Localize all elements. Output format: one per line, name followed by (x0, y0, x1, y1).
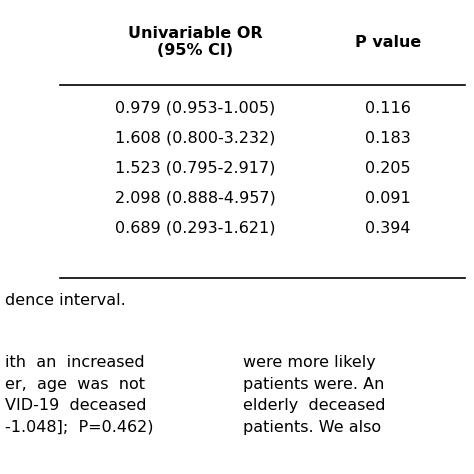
Text: Univariable OR
(95% CI): Univariable OR (95% CI) (128, 26, 262, 58)
Text: 0.183: 0.183 (365, 130, 411, 146)
Text: dence interval.: dence interval. (5, 293, 126, 308)
Text: 0.116: 0.116 (365, 100, 411, 116)
Text: 2.098 (0.888-4.957): 2.098 (0.888-4.957) (115, 191, 275, 206)
Text: 1.523 (0.795-2.917): 1.523 (0.795-2.917) (115, 161, 275, 175)
Text: were more likely
patients were. An
elderly  deceased
patients. We also: were more likely patients were. An elder… (243, 355, 385, 435)
Text: 0.205: 0.205 (365, 161, 411, 175)
Text: 0.689 (0.293-1.621): 0.689 (0.293-1.621) (115, 220, 275, 236)
Text: 0.091: 0.091 (365, 191, 411, 206)
Text: P value: P value (355, 35, 421, 49)
Text: 0.979 (0.953-1.005): 0.979 (0.953-1.005) (115, 100, 275, 116)
Text: ith  an  increased
er,  age  was  not
VID-19  deceased
-1.048];  P=0.462): ith an increased er, age was not VID-19 … (5, 355, 154, 435)
Text: 1.608 (0.800-3.232): 1.608 (0.800-3.232) (115, 130, 275, 146)
Text: 0.394: 0.394 (365, 220, 411, 236)
